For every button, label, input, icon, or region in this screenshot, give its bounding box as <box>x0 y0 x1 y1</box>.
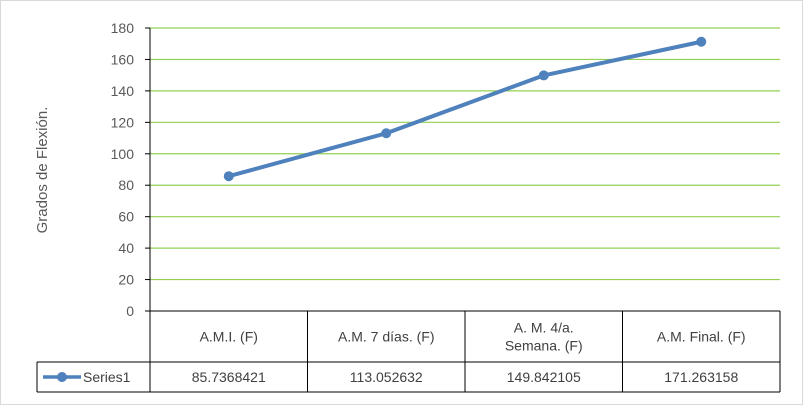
y-tick-label: 100 <box>111 146 135 162</box>
data-point-marker <box>381 128 392 139</box>
y-tick-label: 40 <box>118 240 134 256</box>
axes <box>145 27 151 312</box>
y-tick-label: 180 <box>111 20 135 36</box>
y-tick-label: 0 <box>126 303 134 319</box>
y-tick-label: 160 <box>111 51 135 67</box>
category-label: A.M. 7 días. (F) <box>338 329 434 345</box>
data-table-value: 149.842105 <box>507 369 581 385</box>
y-tick-labels: 0 20 40 60 80 100 120 140 160 180 <box>111 20 135 319</box>
legend-marker-key <box>57 372 67 382</box>
data-table-value: 171.263158 <box>664 369 738 385</box>
series-line-layer <box>223 36 707 182</box>
legend-entry-label: Series1 <box>83 369 131 385</box>
y-tick-label: 120 <box>111 114 135 130</box>
data-table: A.M.I. (F) A.M. 7 días. (F) A. M. 4/a. Sema… <box>36 310 781 393</box>
data-point-marker <box>223 171 234 182</box>
data-point-marker <box>538 70 549 81</box>
y-tick-label: 140 <box>111 83 135 99</box>
y-tick-label: 80 <box>118 177 134 193</box>
y-tick-label: 60 <box>118 209 134 225</box>
y-tick-label: 20 <box>118 272 134 288</box>
category-label: Semana. (F) <box>505 338 583 354</box>
data-point-marker <box>696 36 707 47</box>
category-label: A.M.I. (F) <box>200 329 258 345</box>
data-table-value: 85.7368421 <box>192 369 266 385</box>
category-label: A. M. 4/a. <box>514 320 574 336</box>
gridlines <box>150 27 780 281</box>
series-line <box>226 39 704 179</box>
y-axis-title: Grados de Flexión. <box>34 107 51 234</box>
data-table-value: 113.052632 <box>350 369 423 385</box>
category-label: A.M. Final. (F) <box>657 329 746 345</box>
